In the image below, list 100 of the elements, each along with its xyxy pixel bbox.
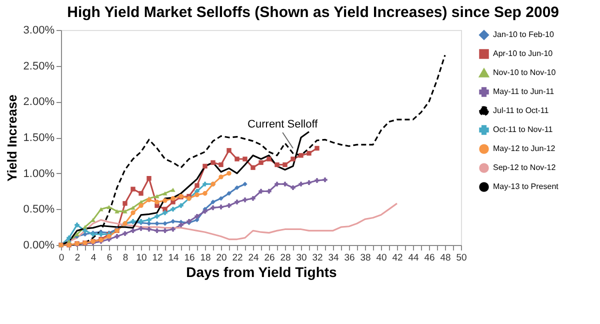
point [234,200,240,204]
legend-label: Apr-10 to Jun-10 [493,49,554,58]
legend-label: May-11 to Jun-11 [493,87,555,96]
point [130,228,136,234]
point [274,162,280,168]
y-tick-label: 3.00% [23,24,55,36]
point [98,232,104,237]
point [210,205,216,210]
point [226,191,232,196]
point [194,214,200,219]
point [74,222,80,228]
point [210,160,216,165]
point [274,182,280,186]
point [314,146,320,151]
point [202,208,208,214]
x-tick-label: 48 [440,252,451,264]
legend-label: May-13 to Present [493,182,560,191]
point [322,177,328,182]
x-tick-label: 28 [280,252,291,264]
point [162,228,168,234]
point [66,235,72,240]
point [146,218,152,222]
x-tick-label: 14 [168,252,179,264]
point [234,156,240,162]
x-tick-label: 18 [200,252,211,264]
point [314,178,320,183]
x-tick-label: 44 [408,252,419,264]
x-tick-label: 8 [122,252,128,264]
chart-title: High Yield Market Selloffs (Shown as Yield Increases) since Sep 2009 [67,4,559,21]
point [154,200,160,204]
point [162,206,168,212]
point [114,234,120,239]
legend-label: May-12 to Jun-12 [493,144,556,153]
point [250,165,256,170]
y-tick-label: 2.00% [23,96,55,108]
point [122,209,128,214]
point [130,210,136,216]
point [290,156,296,162]
point [218,204,224,210]
y-tick-label: 2.50% [23,60,55,72]
x-tick-label: 30 [296,252,307,264]
point [202,191,208,196]
x-tick-label: 12 [152,252,163,264]
x-tick-label: 24 [248,252,259,264]
x-tick-label: 26 [264,252,275,264]
x-tick-label: 10 [136,252,147,264]
point [170,188,176,192]
point [210,200,216,204]
point [202,182,208,186]
point [242,156,248,162]
point [298,153,304,158]
x-tick-label: 38 [360,252,371,264]
point [162,210,168,216]
legend-label: Jan-10 to Feb-10 [493,30,554,39]
point [122,231,128,236]
x-tick-label: 2 [74,252,80,264]
point [218,174,224,180]
point [130,186,136,192]
legend-label: Jul-11 to Oct-11 [493,106,550,115]
point [138,226,144,231]
point [170,196,176,201]
point [154,194,160,198]
x-tick-label: 20 [216,252,227,264]
point [218,196,224,201]
point [194,183,200,188]
x-tick-label: 40 [376,252,387,264]
point [74,232,80,236]
legend-label: Oct-11 to Nov-11 [493,125,554,134]
point [282,182,288,186]
legend-label: Sep-12 to Nov-12 [493,163,556,172]
point [170,226,176,232]
point [114,209,120,214]
x-tick-label: 36 [344,252,355,264]
point [170,219,176,224]
point [162,198,168,203]
point [138,203,144,208]
x-tick-label: 32 [312,252,323,264]
point [250,196,256,201]
point [138,191,144,196]
point [282,162,288,168]
point [178,222,184,228]
x-tick-label: 46 [424,252,435,264]
point [122,201,128,206]
x-tick-label: 50 [456,252,467,264]
annotation: Current Selloff [248,118,319,130]
point [106,204,112,210]
point [266,156,272,162]
x-tick-label: 34 [328,252,339,264]
point [234,185,240,190]
point [226,148,232,153]
point [154,228,160,234]
y-axis-title: Yield Increase [4,94,20,182]
point [306,150,312,156]
x-tick-label: 0 [58,252,64,264]
point [242,198,248,202]
x-tick-label: 22 [232,252,243,264]
y-tick-label: 0.50% [23,204,55,216]
point [178,203,184,208]
point [226,170,232,176]
point [162,191,168,196]
